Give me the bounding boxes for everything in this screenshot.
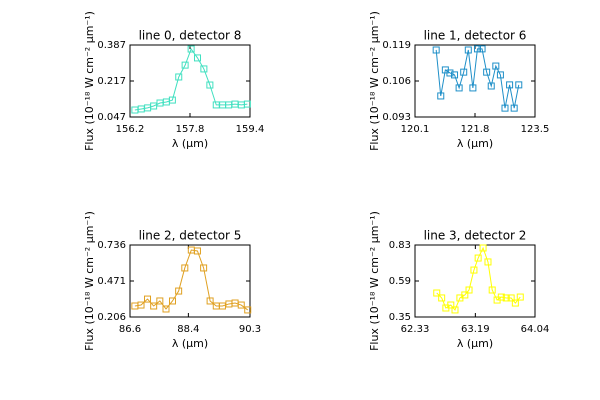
x-axis-label: λ (μm) xyxy=(172,337,208,350)
chart-title: line 2, detector 5 xyxy=(139,229,242,243)
x-tick-label: 88.4 xyxy=(177,324,199,335)
data-point xyxy=(168,96,176,104)
data-line xyxy=(435,48,520,109)
x-tick-label: 120.1 xyxy=(401,124,430,135)
data-point xyxy=(144,295,152,303)
data-point xyxy=(479,244,487,252)
x-tick-label: 86.6 xyxy=(119,324,141,335)
y-axis-label: Flux (10⁻¹⁸ W cm⁻² μm⁻¹) xyxy=(368,11,381,151)
x-axis-label: λ (μm) xyxy=(172,137,208,150)
data-point xyxy=(206,297,214,305)
y-tick-label: 0.736 xyxy=(97,240,126,251)
data-point xyxy=(181,264,189,272)
data-point xyxy=(137,301,145,309)
x-tick-label: 90.3 xyxy=(239,324,261,335)
data-point xyxy=(496,71,504,79)
x-tick-label: 156.2 xyxy=(116,124,145,135)
data-point xyxy=(206,81,214,89)
x-axis-label: λ (μm) xyxy=(457,137,493,150)
data-line xyxy=(134,249,249,311)
y-tick-label: 0.59 xyxy=(389,276,411,287)
x-tick-label: 62.33 xyxy=(401,324,430,335)
data-point xyxy=(237,301,245,309)
data-point xyxy=(162,305,170,313)
data-point xyxy=(461,291,469,299)
y-tick-label: 0.047 xyxy=(97,112,126,123)
data-point xyxy=(483,68,491,76)
data-point xyxy=(150,302,158,310)
x-tick-label: 159.4 xyxy=(236,124,265,135)
data-point xyxy=(497,293,505,301)
data-point xyxy=(511,299,519,307)
data-point xyxy=(465,286,473,294)
y-axis-label: Flux (10⁻¹⁸ W cm⁻² μm⁻¹) xyxy=(368,211,381,351)
data-point xyxy=(175,287,183,295)
data-point xyxy=(156,297,164,305)
data-point xyxy=(478,45,486,53)
data-point xyxy=(193,247,201,255)
y-tick-label: 0.206 xyxy=(97,312,126,323)
data-point xyxy=(447,301,455,309)
data-point xyxy=(510,104,518,112)
data-point xyxy=(469,84,477,92)
data-point xyxy=(451,306,459,314)
data-point xyxy=(243,100,251,108)
x-tick-label: 157.8 xyxy=(176,124,205,135)
data-point xyxy=(455,84,463,92)
data-point xyxy=(470,266,478,274)
data-point xyxy=(516,293,524,301)
data-point xyxy=(464,46,472,54)
data-point xyxy=(501,104,509,112)
data-point xyxy=(200,264,208,272)
data-point xyxy=(181,61,189,69)
data-point xyxy=(460,68,468,76)
data-point xyxy=(515,81,523,89)
x-axis-label: λ (μm) xyxy=(457,337,493,350)
data-point xyxy=(433,289,441,297)
x-tick-label: 63.19 xyxy=(461,324,490,335)
data-point xyxy=(506,81,514,89)
data-point xyxy=(438,294,446,302)
data-point xyxy=(473,45,481,53)
x-tick-label: 123.5 xyxy=(521,124,550,135)
data-point xyxy=(451,71,459,79)
y-tick-label: 0.35 xyxy=(389,312,411,323)
data-point xyxy=(492,62,500,70)
data-point xyxy=(446,69,454,77)
data-point xyxy=(175,73,183,81)
data-point xyxy=(168,297,176,305)
y-tick-label: 0.217 xyxy=(97,76,126,87)
data-line xyxy=(436,246,521,311)
y-tick-label: 0.093 xyxy=(382,112,411,123)
data-point xyxy=(488,286,496,294)
y-tick-label: 0.106 xyxy=(382,76,411,87)
chart-title: line 0, detector 8 xyxy=(139,29,242,43)
data-point xyxy=(432,46,440,54)
data-point xyxy=(487,82,495,90)
data-point xyxy=(502,294,510,302)
y-axis-label: Flux (10⁻¹⁸ W cm⁻² μm⁻¹) xyxy=(83,11,96,151)
y-tick-label: 0.471 xyxy=(97,276,126,287)
x-tick-label: 64.04 xyxy=(521,324,550,335)
data-point xyxy=(187,45,195,53)
y-axis-label: Flux (10⁻¹⁸ W cm⁻² μm⁻¹) xyxy=(83,211,96,351)
y-tick-label: 0.387 xyxy=(97,40,126,51)
chart-title: line 3, detector 2 xyxy=(424,229,527,243)
data-point xyxy=(507,294,515,302)
data-point xyxy=(200,65,208,73)
y-tick-label: 0.83 xyxy=(389,240,411,251)
y-tick-label: 0.119 xyxy=(382,40,411,51)
x-tick-label: 121.8 xyxy=(461,124,490,135)
data-point xyxy=(484,258,492,266)
data-point xyxy=(437,92,445,100)
chart-title: line 1, detector 6 xyxy=(424,29,527,43)
data-point xyxy=(474,254,482,262)
data-point xyxy=(194,54,201,62)
data-point xyxy=(244,306,252,314)
data-line xyxy=(134,47,248,111)
